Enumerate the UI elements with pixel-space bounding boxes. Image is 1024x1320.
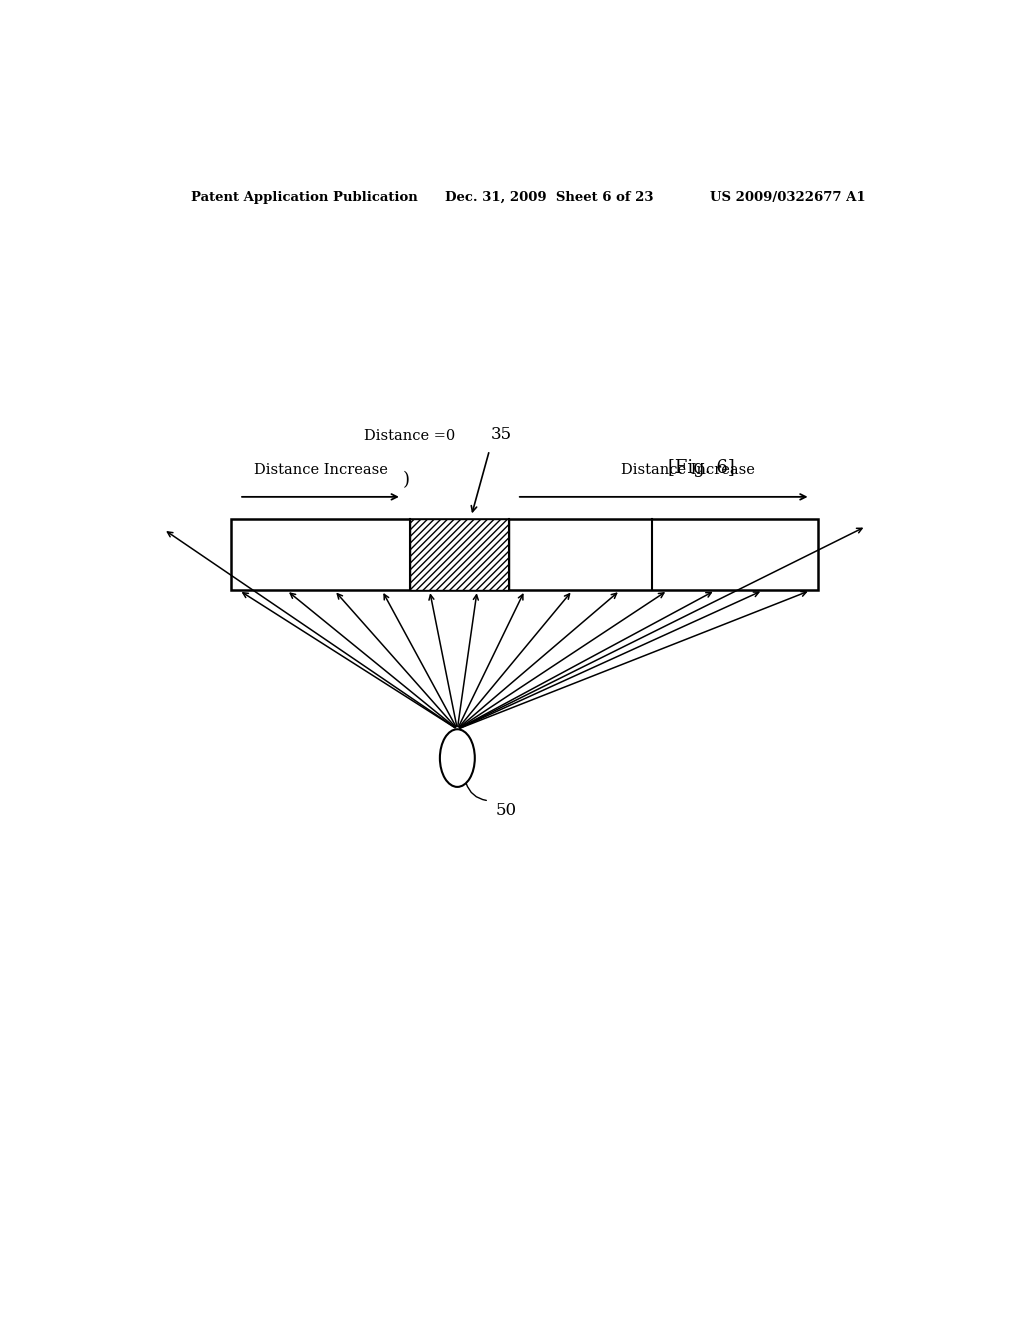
Text: US 2009/0322677 A1: US 2009/0322677 A1	[711, 190, 866, 203]
Text: Distance =0: Distance =0	[365, 429, 456, 444]
Text: Distance Increase: Distance Increase	[621, 462, 755, 477]
Text: 50: 50	[496, 803, 516, 820]
Ellipse shape	[440, 729, 475, 787]
Text: Dec. 31, 2009  Sheet 6 of 23: Dec. 31, 2009 Sheet 6 of 23	[445, 190, 654, 203]
Text: Patent Application Publication: Patent Application Publication	[191, 190, 418, 203]
Bar	[410, 519, 509, 590]
Text: [Fig. 6]: [Fig. 6]	[668, 459, 734, 478]
Text: 35: 35	[492, 426, 512, 444]
Text: Distance Increase: Distance Increase	[254, 462, 387, 477]
Bar	[231, 519, 818, 590]
Text: ): )	[402, 471, 410, 488]
